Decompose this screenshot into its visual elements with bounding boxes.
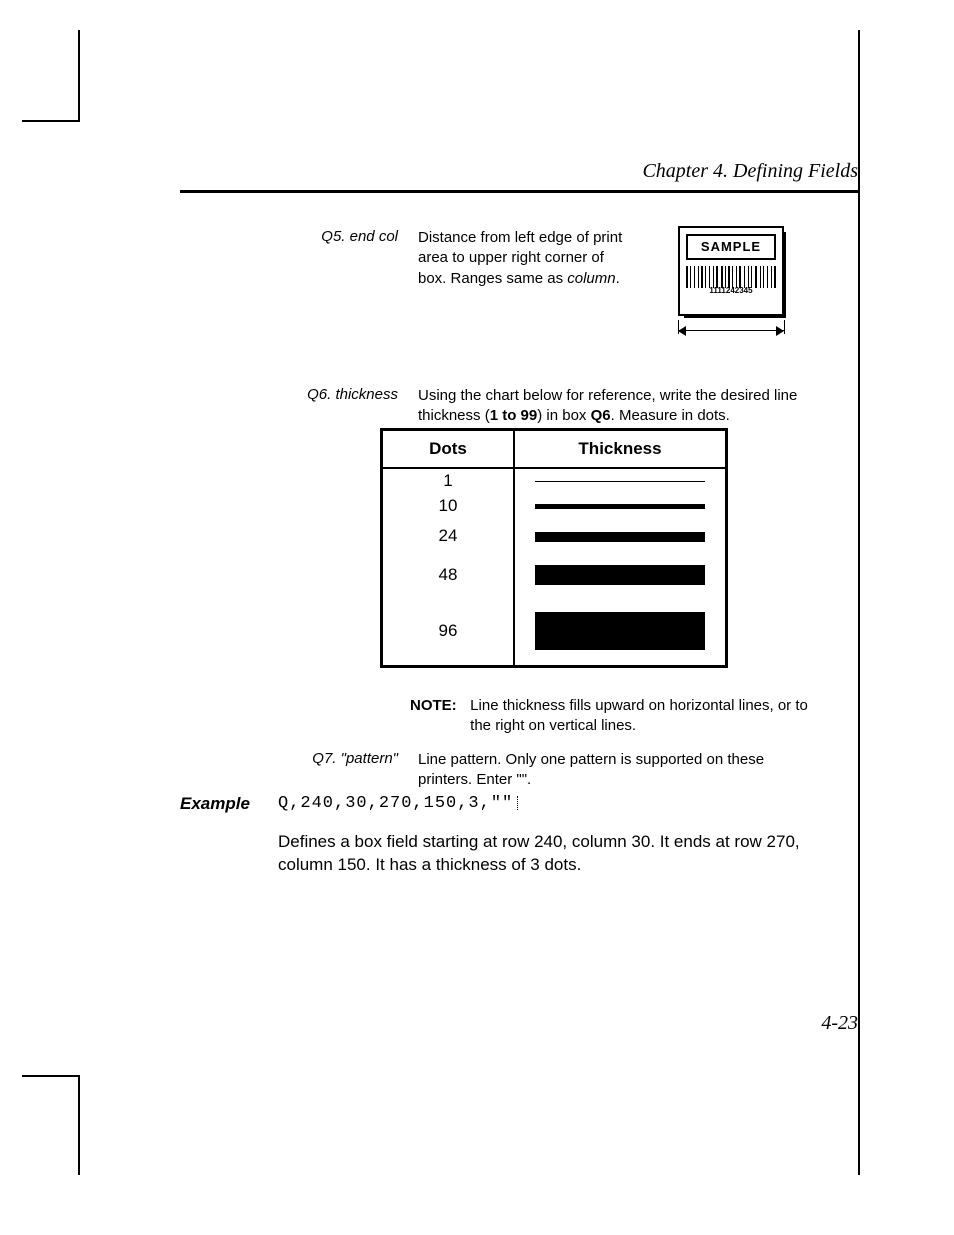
text: . Measure in dots. <box>611 407 730 424</box>
note-text: Line thickness fills upward on horizonta… <box>470 696 820 737</box>
dimension-tick <box>784 320 785 334</box>
thickness-cell <box>514 597 727 667</box>
dots-cell: 10 <box>382 493 515 519</box>
table-row: 10 <box>382 493 727 519</box>
dots-cell: 1 <box>382 468 515 493</box>
dots-cell: 96 <box>382 597 515 667</box>
sample-text-box: SAMPLE <box>686 234 776 260</box>
example-description: Defines a box field starting at row 240,… <box>278 830 818 877</box>
thickness-cell <box>514 519 727 553</box>
table-header-thickness: Thickness <box>514 430 727 469</box>
text-italic: column <box>567 270 615 287</box>
text: Distance from left edge of print <box>418 229 622 246</box>
text-bold: 1 to 99 <box>490 407 538 424</box>
thickness-table-body: 110244896 <box>382 468 727 667</box>
cursor-icon <box>517 796 518 810</box>
crop-mark <box>22 1075 80 1077</box>
header-rule <box>180 190 858 193</box>
q6-description: Using the chart below for reference, wri… <box>418 386 828 427</box>
barcode-number: 1111242345 <box>686 286 776 295</box>
q7-label: Q7. "pattern" <box>268 750 398 767</box>
dots-cell: 24 <box>382 519 515 553</box>
thickness-cell <box>514 468 727 493</box>
q6-label: Q6. thickness <box>268 386 398 403</box>
note-label: NOTE: <box>410 696 466 716</box>
thickness-bar <box>535 532 705 542</box>
crop-mark <box>858 30 860 1175</box>
q7-description: Line pattern. Only one pattern is suppor… <box>418 750 818 791</box>
note: NOTE: Line thickness fills upward on hor… <box>410 696 830 737</box>
table-row: 1 <box>382 468 727 493</box>
table-row: 96 <box>382 597 727 667</box>
table-row: 24 <box>382 519 727 553</box>
crop-mark <box>22 120 80 122</box>
arrow-right-icon <box>776 326 784 336</box>
crop-mark <box>78 1075 80 1175</box>
crop-mark <box>78 30 80 120</box>
sample-label-diagram: SAMPLE 1111242345 <box>678 226 784 316</box>
thickness-bar <box>535 481 705 482</box>
page: Chapter 4. Defining Fields Q5. end col D… <box>0 0 954 1235</box>
thickness-bar <box>535 504 705 509</box>
q5-label: Q5. end col <box>268 228 398 245</box>
text-bold: Q6 <box>591 407 611 424</box>
table-header-dots: Dots <box>382 430 515 469</box>
thickness-bar <box>535 612 705 650</box>
barcode-icon <box>686 266 776 288</box>
table-row: 48 <box>382 553 727 597</box>
thickness-bar <box>535 565 705 585</box>
code-text: Q,240,30,270,150,3,"" <box>278 794 513 813</box>
dots-cell: 48 <box>382 553 515 597</box>
text: area to upper right corner of <box>418 249 604 266</box>
page-number: 4-23 <box>180 1012 858 1035</box>
q5-description: Distance from left edge of print area to… <box>418 228 648 289</box>
thickness-cell <box>514 553 727 597</box>
chapter-header: Chapter 4. Defining Fields <box>180 160 858 183</box>
text: ) in box <box>537 407 590 424</box>
text: . <box>616 270 620 287</box>
text: box. Ranges same as <box>418 270 567 287</box>
dimension-arrow <box>678 326 784 336</box>
thickness-cell <box>514 493 727 519</box>
example-code: Q,240,30,270,150,3,"" <box>278 794 518 813</box>
arrow-left-icon <box>678 326 686 336</box>
thickness-table: Dots Thickness 110244896 <box>380 428 728 668</box>
example-label: Example <box>180 794 250 814</box>
